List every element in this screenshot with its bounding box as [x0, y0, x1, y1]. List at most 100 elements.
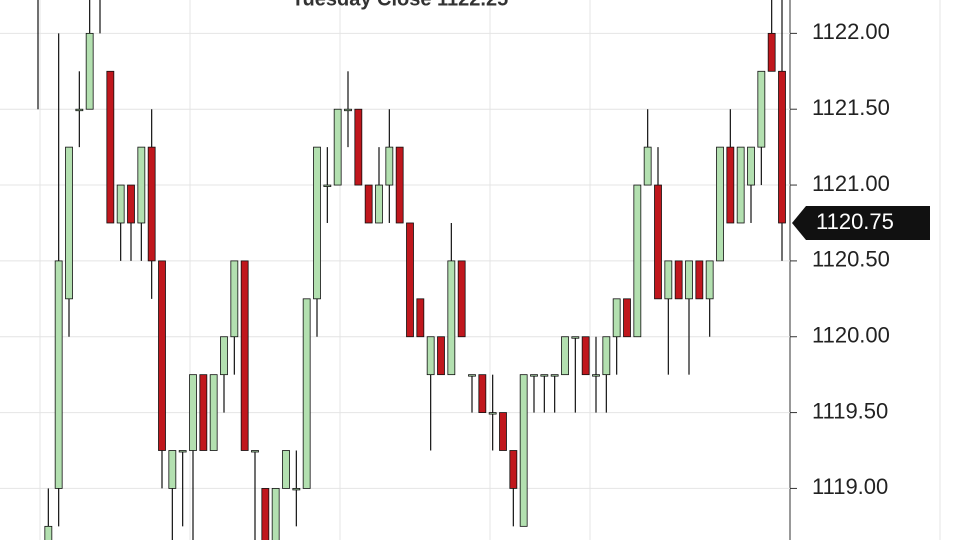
candle [623, 298, 631, 338]
candle-body [612, 298, 621, 338]
candle [147, 109, 156, 299]
y-tick-label: 1120.50 [812, 247, 890, 272]
candle [685, 260, 693, 375]
candle [633, 184, 642, 338]
candle-body [261, 488, 270, 540]
candle-body [561, 336, 569, 376]
last-price-marker [792, 205, 930, 240]
candle [581, 336, 590, 376]
candle [282, 450, 290, 489]
candle-body [65, 146, 73, 300]
candle [99, 0, 101, 34]
candle [199, 374, 208, 451]
candle [65, 146, 73, 337]
candle-body [323, 184, 332, 187]
candle [137, 146, 146, 261]
candle [509, 450, 518, 527]
candle [437, 336, 445, 376]
candle-body [364, 184, 373, 224]
y-tick-label: 1119.50 [812, 398, 888, 423]
candle [189, 374, 197, 540]
candle-body [757, 70, 766, 148]
candle-body [333, 108, 342, 186]
candle-body [778, 70, 786, 224]
candle-body [499, 412, 507, 451]
candle [499, 412, 507, 451]
candle [209, 374, 218, 451]
candle-body [767, 32, 776, 72]
candle-body [478, 374, 487, 413]
candle [271, 488, 280, 540]
candle [385, 109, 394, 223]
candle [364, 184, 373, 224]
candle [158, 260, 166, 489]
candle [643, 109, 652, 186]
candle [230, 260, 239, 375]
candle-body [271, 488, 280, 540]
candle-body [282, 450, 290, 489]
candle [261, 488, 270, 540]
candle [44, 488, 53, 540]
candle [75, 71, 84, 148]
candle-body [395, 146, 404, 224]
y-tick-label: 1120.00 [812, 323, 890, 348]
candle-body [220, 336, 228, 376]
candle-body [168, 450, 177, 489]
candle [716, 146, 724, 262]
candle [571, 336, 580, 413]
candle-body [385, 146, 394, 186]
candle-body [147, 146, 156, 262]
candle-body [654, 184, 662, 300]
candle-body [602, 336, 611, 376]
candle [519, 374, 528, 527]
y-tick-label: 1119.00 [812, 474, 888, 499]
candle-body [581, 336, 590, 376]
candle [654, 147, 662, 300]
candle [612, 298, 621, 375]
candle-body [137, 146, 146, 224]
candle [592, 336, 600, 413]
candle [757, 70, 766, 186]
candle [240, 260, 249, 451]
candle [37, 0, 39, 110]
candle-body [695, 260, 704, 300]
candle-body [457, 260, 466, 338]
candle-body [633, 184, 642, 338]
candle-body [468, 374, 476, 377]
candle [674, 260, 683, 300]
candle [550, 374, 559, 413]
candle-body [519, 374, 528, 527]
candle-body [344, 108, 352, 112]
candle-body [488, 412, 497, 415]
candle [127, 184, 135, 261]
candle-body [230, 260, 239, 338]
candle-body [736, 146, 745, 224]
candle [116, 184, 125, 261]
candle-body [406, 222, 414, 338]
candle [767, 0, 776, 72]
candle-body [209, 374, 218, 451]
candle [488, 374, 497, 451]
candle [530, 374, 538, 413]
y-tick-label: 1121.00 [812, 171, 890, 196]
candle-body [158, 260, 166, 451]
candle [85, 0, 94, 110]
candle [54, 33, 63, 527]
candle [695, 260, 704, 300]
candle-body [426, 336, 435, 376]
candle-body [726, 146, 735, 224]
candle [406, 222, 414, 338]
candle [302, 298, 311, 489]
candle [344, 71, 352, 148]
candle-body [313, 146, 321, 300]
candle-body [437, 336, 445, 376]
candle [664, 260, 673, 375]
candle-body [54, 260, 63, 489]
candle-body [189, 374, 197, 451]
candle-body [716, 146, 724, 262]
candle-body [199, 374, 208, 451]
candle-body [106, 70, 115, 224]
candle-body [747, 146, 755, 186]
candle [292, 450, 301, 527]
